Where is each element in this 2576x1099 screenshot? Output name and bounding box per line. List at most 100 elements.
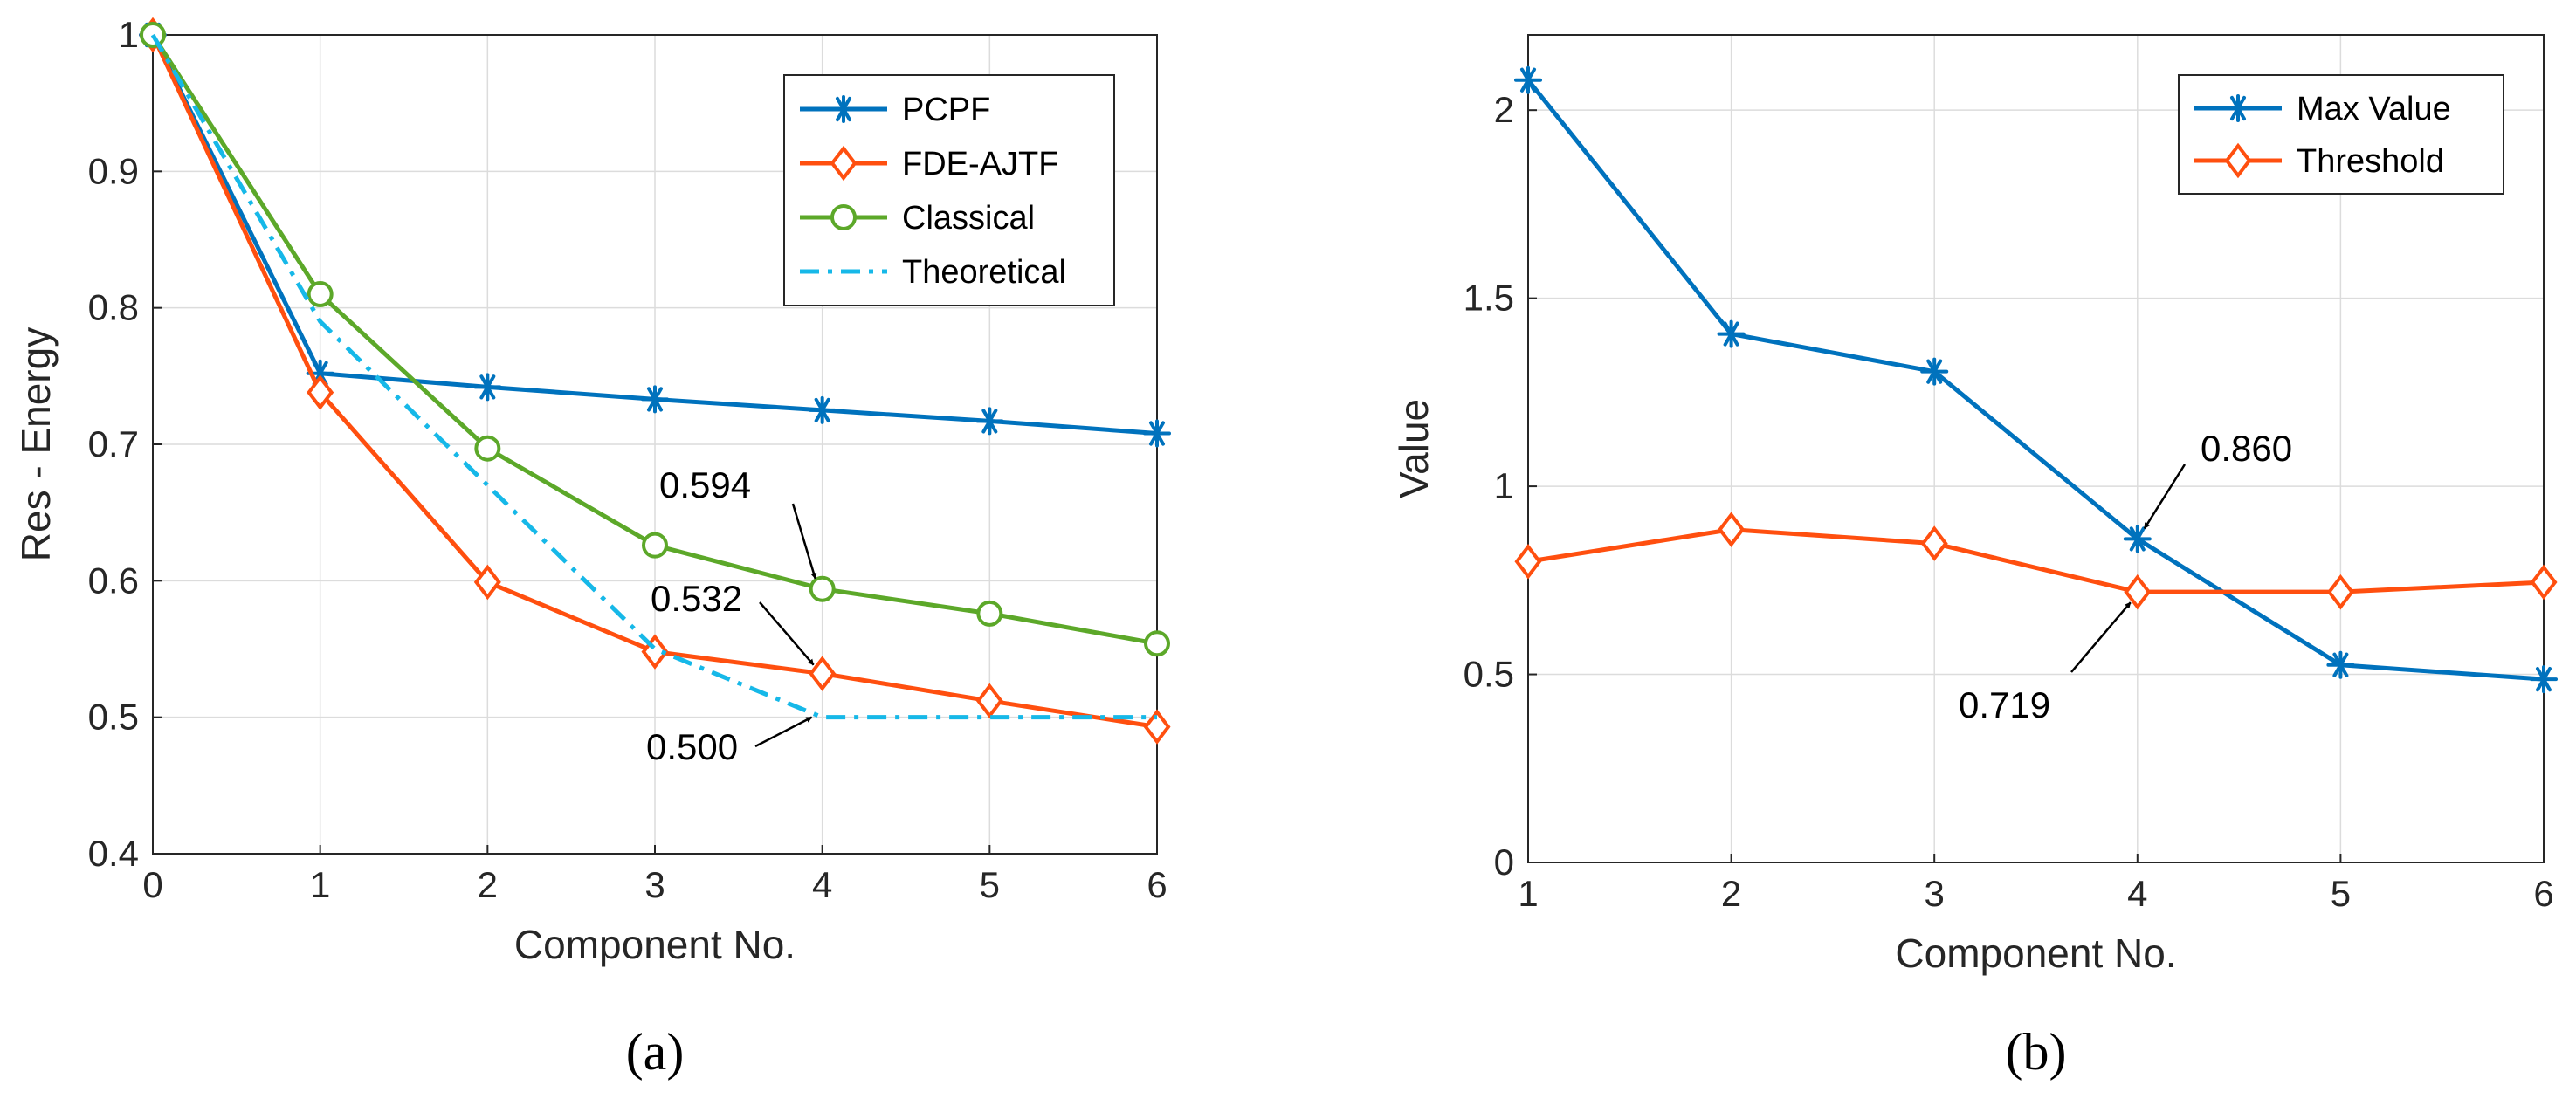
a-y-tick-label: 0.5 [88,697,139,738]
b-annotation-label: 0.860 [2201,428,2292,469]
b-legend-label-max-value: Max Value [2297,91,2451,127]
b-x-tick-label: 4 [2127,873,2147,914]
a-legend-label-classical: Classical [902,200,1035,237]
a-line-theoretical [150,33,1157,720]
a-x-tick-label: 4 [812,864,832,905]
a-y-tick-label: 0.4 [88,833,139,874]
a-x-tick-label: 1 [310,864,330,905]
a-point-fde-ajtf [809,656,837,691]
b-point-threshold [1514,543,1542,580]
a-point-pcpf [641,385,669,414]
a-series-theoretical [150,33,1157,720]
b-y-tick-label: 0.5 [1464,654,1514,695]
a-x-tick-label: 2 [478,864,498,905]
b-point-max-value [1514,65,1542,94]
a-legend-label-fde-ajtf: FDE-AJTF [902,146,1058,182]
a-annotation-arrow [791,503,817,580]
b-point-threshold [2326,574,2354,610]
b-series-threshold [1514,512,2558,610]
chart-b-annotations: 0.860 0.719 [1959,428,2292,725]
b-point-max-value [2123,525,2152,553]
a-y-tick-label: 0.9 [88,150,139,191]
a-series-pcpf [139,21,1171,448]
a-y-tick-label: 0.7 [88,423,139,464]
b-point-threshold [2530,564,2558,601]
a-point-classical [976,600,1003,627]
chart-a-series [139,17,1171,745]
chart-a-ticks: 0 1 2 3 4 5 6 0.4 0.5 0.6 0.7 0.8 0.9 1 [88,14,1167,905]
b-point-max-value [2530,665,2558,694]
chart-b-ticks: 1 2 3 4 5 6 0 0.5 1 1.5 2 [1464,89,2554,914]
b-point-threshold [1718,512,1746,547]
b-annotation-arrow [2143,464,2187,530]
a-y-tick-label: 0.8 [88,287,139,328]
b-y-tick-label: 1 [1494,465,1514,506]
a-annotation-label: 0.594 [659,464,751,505]
a-y-tick-label: 0.6 [88,560,139,601]
b-point-max-value [1717,319,1746,348]
a-point-fde-ajtf [1143,709,1171,745]
chart-a-y-axis-label: Res - Energy [13,327,59,561]
b-line-threshold [1527,527,2545,594]
b-point-max-value [2326,650,2355,679]
b-series-max-value [1514,65,2558,694]
b-x-tick-label: 5 [2331,873,2351,914]
a-annotation-arrow [759,601,815,666]
b-annotation-label: 0.719 [1959,684,2050,725]
a-y-tick-label: 1 [119,14,139,55]
a-point-fde-ajtf [473,564,501,601]
chart-b-x-axis-label: Component No. [1895,931,2176,976]
b-legend-box [2178,74,2504,195]
chart-b-legend: Max Value Threshold [2178,74,2504,195]
a-point-classical [474,435,501,462]
chart-a-x-axis-label: Component No. [514,922,796,967]
b-legend-marker-max-value [2224,94,2252,122]
a-point-fde-ajtf [307,374,334,410]
b-y-tick-label: 1.5 [1464,278,1514,319]
a-x-tick-label: 3 [644,864,665,905]
b-point-threshold [2124,574,2152,610]
b-legend-marker-threshold [2224,142,2252,179]
a-annotation-label: 0.500 [646,726,738,767]
chart-b: 1 2 3 4 5 6 0 0.5 1 1.5 2 0.860 0.719 Max Value Thre… [1391,34,2558,1081]
a-point-classical [809,575,836,602]
a-point-classical [642,532,668,559]
b-y-tick-label: 2 [1494,89,1514,130]
a-point-pcpf [975,407,1004,436]
b-legend-label-threshold: Threshold [2297,143,2444,180]
a-annotation-label: 0.532 [651,578,742,619]
a-legend-marker-classical [830,204,857,230]
a-annotation-arrow [754,716,813,748]
chart-a-legend: PCPF FDE-AJTF Classical Theoretical [783,74,1115,306]
b-point-max-value [1920,357,1949,386]
a-x-tick-label: 6 [1147,864,1167,905]
a-point-fde-ajtf [975,683,1003,719]
chart-a-panel-label: (a) [626,1023,685,1081]
b-x-tick-label: 2 [1721,873,1741,914]
a-point-classical [1144,630,1170,657]
chart-b-series [1514,65,2558,694]
b-y-tick-label: 0 [1494,841,1514,883]
a-legend-marker-pcpf [830,95,858,123]
a-point-pcpf [1143,419,1171,448]
chart-b-plot-area [1527,34,2545,863]
chart-b-panel-label: (b) [2006,1023,2067,1081]
a-legend-label-theoretical: Theoretical [902,254,1066,291]
b-point-threshold [1920,525,1948,561]
chart-a: 0 1 2 3 4 5 60.40.50.60.70.80.91 0.5940.5320.5… [13,14,1171,1081]
chart-b-y-axis-label: Value [1391,399,1436,498]
b-line-max-value [1526,79,2545,682]
b-x-tick-label: 6 [2533,873,2553,914]
chart-a-annotations: 0.594 0.532 0.500 [646,464,817,767]
a-point-pcpf [473,373,502,402]
a-legend-label-pcpf: PCPF [902,92,990,128]
a-legend-marker-fde-ajtf [830,145,858,182]
a-point-classical [307,281,334,308]
a-x-tick-label: 0 [142,864,162,905]
b-x-tick-label: 1 [1518,873,1538,914]
b-x-tick-label: 3 [1925,873,1945,914]
b-annotation-arrow [2070,601,2132,673]
a-point-pcpf [808,395,837,424]
a-x-tick-label: 5 [980,864,1000,905]
